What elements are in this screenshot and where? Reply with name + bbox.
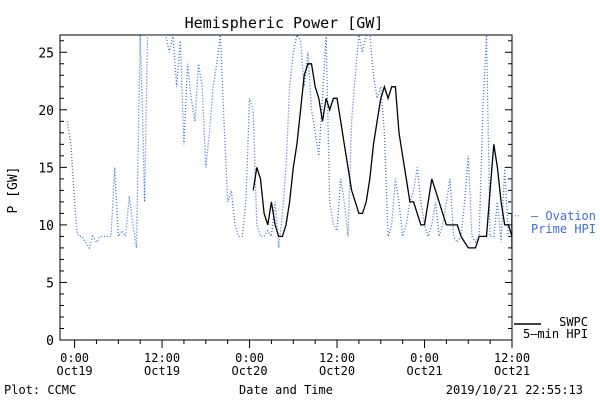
y-tick-label: 20 — [38, 104, 54, 119]
x-axis-label: Date and Time — [239, 383, 333, 397]
plot-credit: Plot: CCMC — [4, 383, 76, 397]
series-ovation-prime-line — [66, 35, 512, 250]
x-tick-label-date: Oct21 — [494, 364, 530, 378]
timestamp: 2019/10/21 22:55:13 — [446, 383, 583, 397]
legend-ovation-prime: – Ovation Prime HPI — [512, 209, 596, 236]
x-tick-label-time: 0:00 — [60, 351, 89, 365]
x-tick-label-date: Oct20 — [319, 364, 355, 378]
legend-swpc-label-line2: 5–min HPI — [523, 327, 588, 341]
y-tick-label: 15 — [38, 161, 54, 176]
x-tick-label-time: 12:00 — [144, 351, 180, 365]
y-tick-label: 0 — [46, 334, 54, 349]
x-tick-label-date: Oct19 — [57, 364, 93, 378]
legend-swpc-label-line1: SWPC — [559, 315, 588, 329]
x-tick-label-time: 12:00 — [319, 351, 355, 365]
plot-frame — [59, 34, 513, 341]
x-tick-label-time: 0:00 — [410, 351, 439, 365]
y-tick-label: 25 — [38, 46, 54, 61]
y-tick-label: 5 — [46, 276, 54, 291]
x-tick-label-time: 12:00 — [494, 351, 530, 365]
series-swpc-line — [252, 63, 512, 249]
legend-ovation-label-line1: – Ovation — [531, 209, 596, 223]
legend-swpc: SWPC 5–min HPI — [514, 315, 588, 341]
x-tick-label-date: Oct21 — [406, 364, 442, 378]
y-axis-ticks: 0 5 10 15 20 25 — [38, 40, 512, 349]
x-axis-ticks: 0:00Oct1912:00Oct190:00Oct2012:00Oct200:… — [57, 340, 530, 378]
x-tick-label-date: Oct19 — [144, 364, 180, 378]
x-tick-label-time: 0:00 — [235, 351, 264, 365]
chart-title: Hemispheric Power [GW] — [185, 14, 384, 32]
y-axis-label: P [GW] — [6, 167, 21, 214]
series-layer — [66, 35, 512, 250]
legend-ovation-label-line2: Prime HPI — [531, 222, 596, 236]
y-tick-label: 10 — [38, 219, 54, 234]
legend: – Ovation Prime HPI SWPC 5–min HPI — [512, 209, 596, 341]
x-tick-label-date: Oct20 — [231, 364, 267, 378]
